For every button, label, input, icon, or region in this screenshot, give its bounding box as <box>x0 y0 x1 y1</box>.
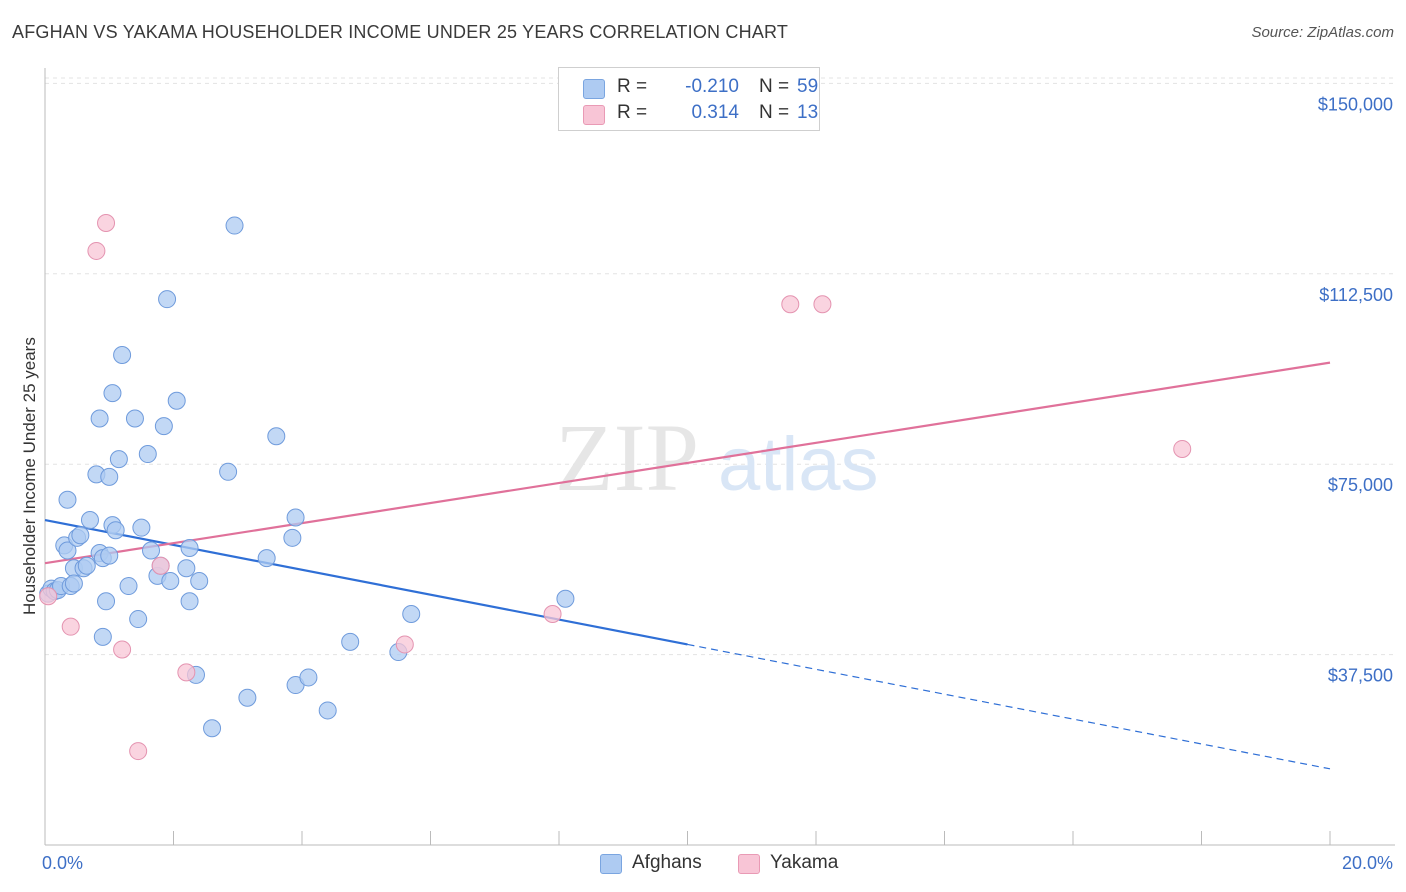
axes <box>44 68 1395 846</box>
legend-swatch-yakama <box>583 105 605 125</box>
tick-labels: $37,500 $75,000 $112,500 $150,000 0.0% 20.0% <box>42 94 1393 873</box>
point-afghans <box>132 518 151 537</box>
y-tick-label: $75,000 <box>1328 475 1393 495</box>
point-yakama <box>113 640 132 659</box>
point-afghans <box>225 216 244 235</box>
legend-r-label: R = <box>617 76 648 97</box>
point-afghans <box>318 701 337 720</box>
legend-n-label: N = <box>759 102 790 123</box>
point-afghans <box>90 409 109 428</box>
legend-n-label: N = <box>759 76 790 97</box>
point-afghans <box>238 688 257 707</box>
point-yakama <box>781 295 800 314</box>
point-yakama <box>813 295 832 314</box>
point-afghans <box>103 384 122 403</box>
point-afghans <box>109 450 128 469</box>
watermark: ZIP atlas <box>555 404 879 511</box>
point-yakama <box>177 663 196 682</box>
point-afghans <box>129 610 148 629</box>
point-afghans <box>154 417 173 436</box>
point-afghans <box>161 571 180 590</box>
trend-lines <box>44 361 1331 770</box>
point-yakama <box>543 604 562 623</box>
point-yakama <box>97 214 116 233</box>
chart-title: AFGHAN VS YAKAMA HOUSEHOLDER INCOME UNDE… <box>12 22 789 42</box>
point-yakama <box>39 587 58 606</box>
point-afghans <box>341 632 360 651</box>
y-tick-label: $112,500 <box>1319 285 1393 305</box>
point-afghans <box>167 391 186 410</box>
point-afghans <box>100 467 119 486</box>
point-yakama <box>129 742 148 761</box>
point-afghans <box>402 604 421 623</box>
gridlines <box>45 77 1395 656</box>
point-afghans <box>58 541 77 560</box>
trend-line-afghans <box>44 518 688 646</box>
point-afghans <box>80 511 99 530</box>
point-afghans <box>97 592 116 611</box>
legend-r-value: -0.210 <box>685 76 739 97</box>
bottom-legend-swatch-yakama <box>738 854 760 874</box>
point-afghans <box>299 668 318 687</box>
point-afghans <box>138 445 157 464</box>
point-yakama <box>151 556 170 575</box>
y-tick-label: $150,000 <box>1318 94 1393 114</box>
point-afghans <box>93 627 112 646</box>
point-afghans <box>142 541 161 560</box>
watermark-atlas: atlas <box>718 422 879 507</box>
legend-r-value: 0.314 <box>691 102 739 123</box>
point-afghans <box>556 589 575 608</box>
point-afghans <box>125 409 144 428</box>
point-afghans <box>77 556 96 575</box>
point-afghans <box>203 719 222 738</box>
bottom-legend-swatch-afghans <box>600 854 622 874</box>
point-afghans <box>71 526 90 545</box>
point-afghans <box>180 538 199 557</box>
source-label: Source: ZipAtlas.com <box>1251 24 1394 41</box>
point-yakama <box>61 617 80 636</box>
y-tick-label: $37,500 <box>1328 666 1393 686</box>
point-yakama <box>87 241 106 260</box>
bottom-legend-label-afghans: Afghans <box>632 852 702 873</box>
point-afghans <box>190 571 209 590</box>
legend-n-value: 59 <box>797 76 819 97</box>
point-afghans <box>257 549 276 568</box>
point-afghans <box>283 528 302 547</box>
point-afghans <box>158 290 177 309</box>
point-afghans <box>180 592 199 611</box>
point-afghans <box>106 521 125 540</box>
legend-n-value: 13 <box>797 102 819 123</box>
data-points <box>39 214 1192 761</box>
bottom-legend-label-yakama: Yakama <box>770 852 839 873</box>
point-yakama <box>1173 439 1192 458</box>
point-afghans <box>219 462 238 481</box>
point-afghans <box>119 577 138 596</box>
point-afghans <box>58 490 77 509</box>
correlation-legend: R = -0.210 N = 59 R = 0.314 N = 13 <box>558 67 820 131</box>
legend-swatch-afghans <box>583 79 605 99</box>
point-afghans <box>267 427 286 446</box>
trend-line-yakama <box>44 361 1331 565</box>
trend-extension-afghans <box>687 643 1331 770</box>
x-tick-label-max: 20.0% <box>1342 853 1393 873</box>
watermark-zip: ZIP <box>555 404 699 511</box>
point-afghans <box>64 574 83 593</box>
point-afghans <box>177 559 196 578</box>
point-afghans <box>100 546 119 565</box>
x-tick-label-min: 0.0% <box>42 853 83 873</box>
legend-r-label: R = <box>617 102 648 123</box>
point-yakama <box>395 635 414 654</box>
point-afghans <box>113 346 132 365</box>
point-afghans <box>286 508 305 527</box>
